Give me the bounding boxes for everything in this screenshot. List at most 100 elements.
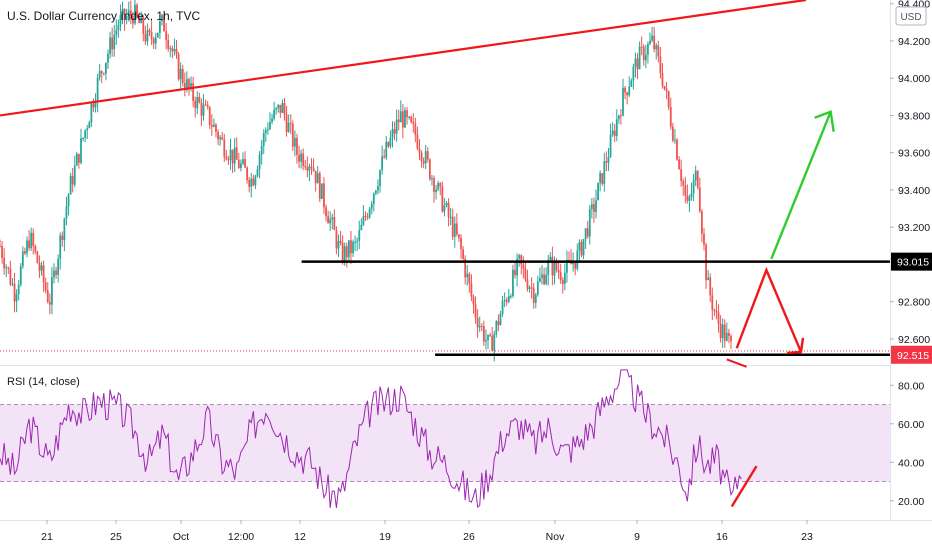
candle <box>410 115 413 124</box>
candle <box>522 256 525 279</box>
rsi-tick-label: 80.00 <box>898 380 924 392</box>
candle-body <box>231 149 234 164</box>
candle <box>460 234 462 259</box>
candle <box>441 181 444 213</box>
candle-body <box>210 125 213 127</box>
candle <box>649 32 651 46</box>
candle-body <box>730 336 732 342</box>
candle-body <box>339 240 342 243</box>
candle <box>210 114 213 136</box>
candle-body <box>177 54 180 80</box>
candle-body <box>578 241 581 251</box>
candle <box>480 322 483 332</box>
candle-body <box>470 283 473 297</box>
candle <box>516 253 518 287</box>
candle <box>119 4 122 32</box>
candle <box>468 272 471 293</box>
candle-body <box>364 216 367 218</box>
candle <box>447 198 450 227</box>
candle-body <box>522 264 525 269</box>
candle <box>308 163 311 182</box>
candle <box>258 151 261 179</box>
candle <box>717 304 720 333</box>
candle <box>657 40 660 63</box>
candle-body <box>212 124 215 127</box>
candle <box>507 289 510 304</box>
time-axis[interactable]: 21 25 Oct 12:00 12 19 26 Nov 9 16 23 <box>41 520 813 543</box>
candle <box>5 264 8 277</box>
candle <box>63 217 66 252</box>
time-tick-label: 21 <box>41 531 53 543</box>
candle-body <box>302 153 305 166</box>
currency-badge[interactable] <box>895 6 927 26</box>
candle <box>86 124 89 140</box>
candle-body <box>408 116 411 118</box>
candle-body <box>669 107 672 127</box>
candle <box>588 204 591 245</box>
candle-body <box>482 326 485 342</box>
candle-body <box>129 10 132 16</box>
candle-body <box>9 268 12 285</box>
candle-body <box>51 277 53 305</box>
trend-line[interactable] <box>0 0 807 117</box>
candle <box>703 228 705 251</box>
candle-body <box>547 260 550 275</box>
candle-body <box>680 169 683 181</box>
candle <box>235 137 238 160</box>
candle-body <box>622 87 624 116</box>
candle <box>11 278 14 287</box>
candle-body <box>204 104 207 106</box>
candle <box>237 152 240 169</box>
time-tick-label: 23 <box>801 531 813 543</box>
candle <box>331 213 334 230</box>
price-axis[interactable]: 94.400 94.200 94.000 93.800 93.600 93.400 93.2… <box>890 0 930 346</box>
candle-body <box>345 246 348 258</box>
candle-body <box>300 153 303 162</box>
candle-body <box>69 175 72 195</box>
candle <box>499 310 502 326</box>
candle <box>563 263 566 291</box>
projection-up-arrow[interactable] <box>770 111 832 260</box>
candle-body <box>163 14 165 32</box>
candle <box>644 45 647 69</box>
candle <box>669 97 672 130</box>
candle-body <box>696 170 699 188</box>
candle-body <box>634 58 637 67</box>
rsi-tick-label: 40.00 <box>898 457 924 469</box>
candle-body <box>271 118 273 122</box>
candle-body <box>192 83 195 101</box>
candle <box>107 49 109 69</box>
candle-body <box>329 219 332 224</box>
rsi-divergence-line[interactable] <box>730 465 758 508</box>
candle <box>202 94 205 121</box>
candle <box>352 239 354 257</box>
candle-body <box>701 211 703 234</box>
candle-body <box>306 167 309 171</box>
candle <box>368 206 371 220</box>
candle-body <box>287 123 290 132</box>
projection-down-arrow[interactable] <box>735 266 803 353</box>
candle-body <box>636 58 639 70</box>
candle-body <box>140 17 143 24</box>
candle <box>701 209 703 243</box>
candle-body <box>15 294 18 302</box>
candle <box>32 228 35 255</box>
price-tick-label: 93.800 <box>898 110 930 122</box>
candle-body <box>416 134 419 149</box>
candle-body <box>96 77 99 102</box>
candle <box>231 149 234 173</box>
chart-title: U.S. Dollar Currency Index, 1h, TVC <box>7 9 201 23</box>
candle <box>578 239 581 261</box>
candle-body <box>273 109 276 119</box>
candle-body <box>453 223 456 237</box>
candle <box>75 151 78 166</box>
candle-body <box>125 16 128 20</box>
candle <box>536 275 539 297</box>
candle <box>453 216 456 248</box>
candle-body <box>256 169 259 177</box>
price-pane[interactable] <box>0 0 890 365</box>
candle-body <box>26 240 28 254</box>
candle <box>389 130 392 149</box>
rsi-axis[interactable]: 80.00 60.00 40.00 20.00 <box>890 380 924 508</box>
candle <box>69 172 72 195</box>
